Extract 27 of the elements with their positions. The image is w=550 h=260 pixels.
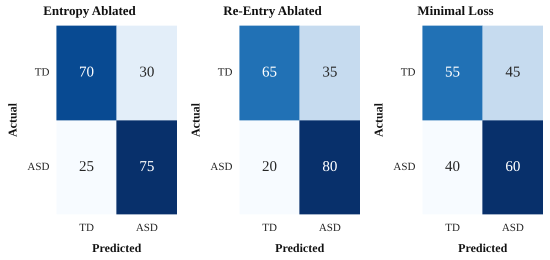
chart-title: Re-Entry Ablated — [223, 3, 323, 18]
x-axis-title: Predicted — [458, 240, 508, 255]
data-label: 30 — [139, 64, 154, 81]
x-tick-label: ASD — [318, 222, 341, 234]
x-tick-label: TD — [79, 222, 94, 234]
chart-title: Entropy Ablated — [43, 3, 137, 18]
data-label: 25 — [79, 159, 94, 176]
data-label: 20 — [262, 159, 278, 176]
x-axis-title: Predicted — [275, 240, 325, 255]
data-label: 60 — [505, 159, 520, 176]
chart-title: Minimal Loss — [417, 3, 494, 18]
x-tick-label: TD — [262, 222, 277, 234]
x-tick-label: ASD — [136, 222, 158, 234]
x-tick-label: TD — [445, 222, 460, 234]
data-label: 40 — [445, 159, 460, 176]
y-axis-title: Actual — [188, 102, 202, 137]
y-axis-title: Actual — [5, 102, 20, 137]
data-label: 75 — [139, 159, 154, 176]
x-tick-label: ASD — [502, 222, 524, 234]
data-label: 35 — [322, 64, 338, 81]
y-axis-title: Actual — [371, 102, 386, 137]
data-label: 45 — [505, 64, 520, 81]
data-label: 80 — [322, 159, 338, 176]
data-label: 70 — [79, 64, 94, 81]
data-label: 65 — [262, 64, 278, 81]
data-label: 55 — [445, 64, 460, 81]
x-axis-title: Predicted — [92, 240, 142, 255]
